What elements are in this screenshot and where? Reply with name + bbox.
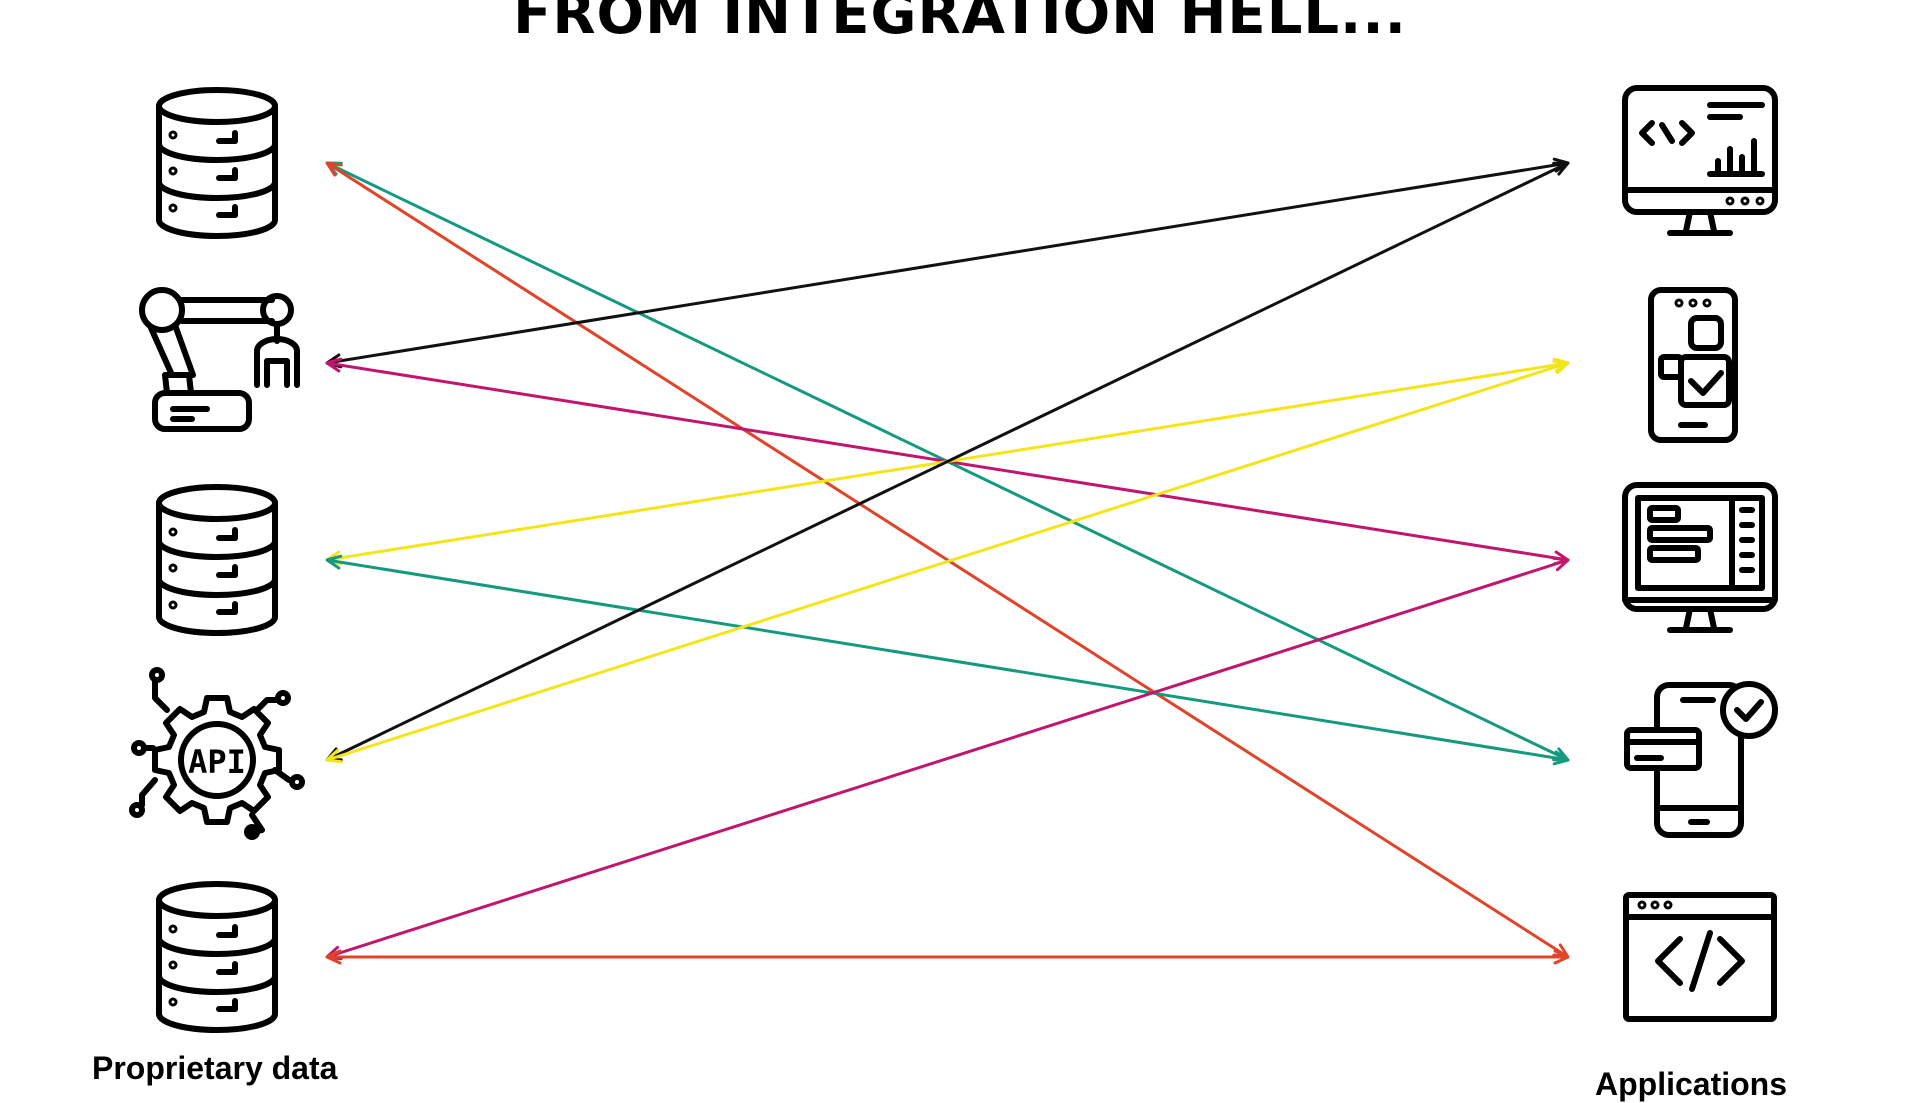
monitor-code-analytics-icon — [1622, 85, 1778, 236]
applications-column-label: Applications — [1595, 1066, 1788, 1102]
diagram-title: FROM INTEGRATION HELL... — [513, 0, 1407, 47]
arrowhead — [1552, 161, 1570, 176]
arrowhead — [325, 357, 343, 373]
connection-lines — [325, 157, 1570, 965]
database-icon — [156, 881, 278, 1033]
database-icon — [156, 87, 278, 239]
api-gear-icon: API — [129, 667, 305, 840]
arrowhead — [325, 748, 343, 764]
database-icon — [156, 484, 278, 636]
desktop-dashboard-icon — [1622, 482, 1778, 633]
browser-code-window-icon — [1623, 892, 1777, 1022]
arrowhead — [1552, 359, 1570, 375]
arrowhead — [1552, 556, 1570, 572]
mobile-app-checklist-icon — [1648, 287, 1738, 443]
robot-arm-icon — [139, 287, 300, 432]
connection-line-black — [326, 161, 1569, 365]
arrowhead — [325, 161, 343, 177]
integration-diagram: API — [129, 85, 1778, 1033]
arrowhead — [325, 554, 343, 570]
connection-line-teal — [326, 558, 1569, 762]
mobile-payment-verified-icon — [1624, 681, 1778, 838]
connection-line-black — [326, 161, 1569, 762]
connection-line-magenta — [326, 558, 1569, 959]
sources-column-label: Proprietary data — [92, 1050, 338, 1086]
connection-line-yellow — [326, 361, 1569, 762]
arrowhead — [1552, 750, 1570, 766]
api-gear-label: API — [188, 743, 246, 781]
arrowhead — [1553, 949, 1570, 965]
arrowhead — [325, 949, 342, 965]
